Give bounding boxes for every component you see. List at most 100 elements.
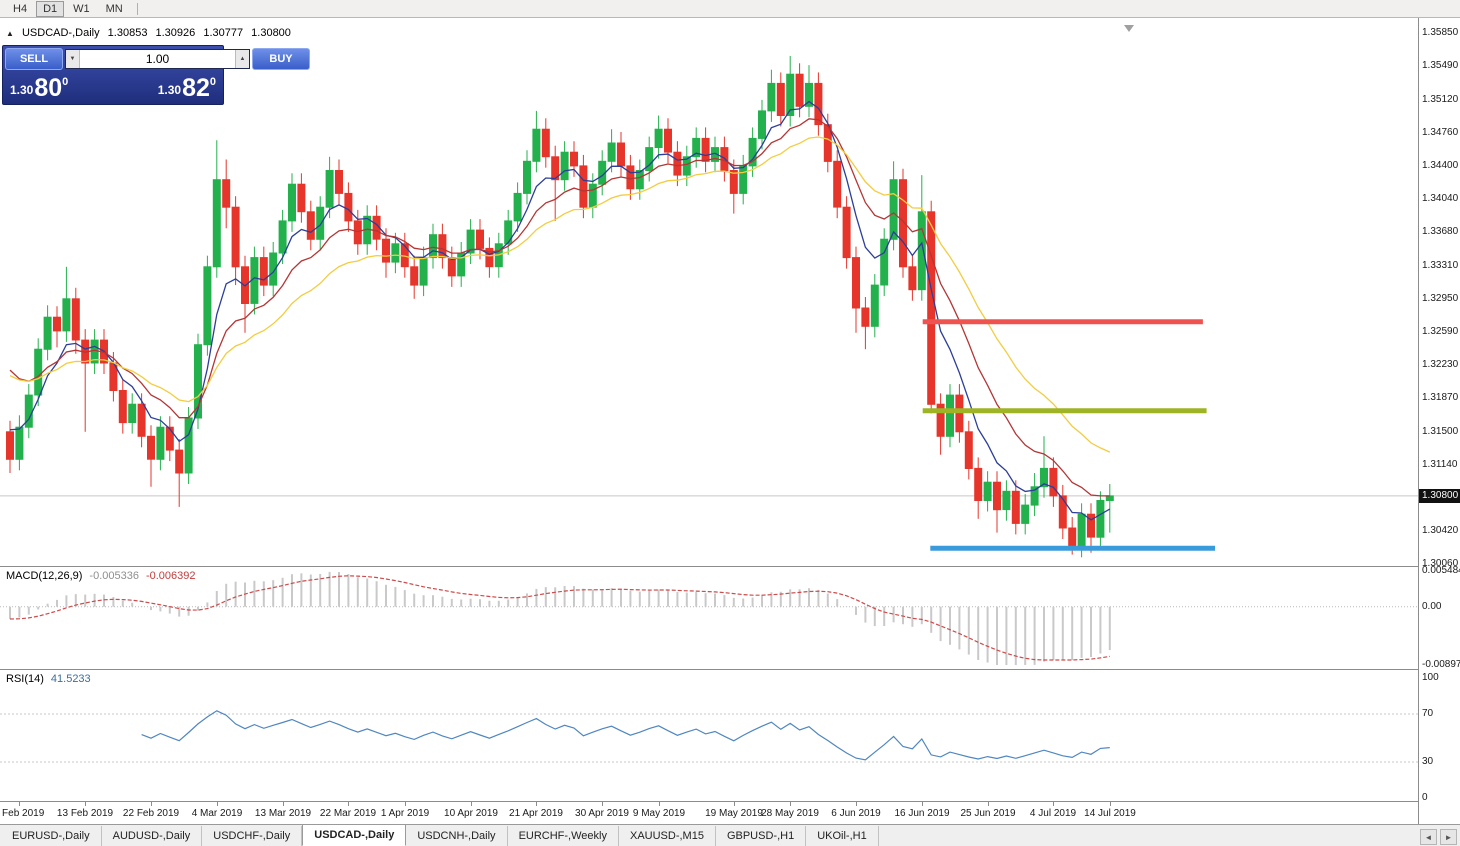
date-label: 4 Jul 2019 (1029, 808, 1077, 819)
volume-input[interactable] (80, 51, 235, 67)
ma-fast-blue[interactable] (9, 100, 1111, 521)
chart-tab[interactable]: GBPUSD-,H1 (716, 826, 807, 846)
price-chart-canvas[interactable] (0, 18, 1418, 566)
date-label: 22 Mar 2019 (319, 808, 377, 819)
rsi-tick: 0 (1422, 792, 1428, 803)
date-label: 1 Apr 2019 (380, 808, 430, 819)
ohlc-open: 1.30853 (107, 27, 148, 39)
price-tick: 1.31870 (1422, 392, 1459, 403)
date-tick-mark (856, 802, 857, 806)
date-tick-mark (734, 802, 735, 806)
volume-control: ▼ ▲ (65, 49, 250, 69)
price-tick: 1.33310 (1422, 260, 1459, 271)
bid-price: 1.30 80 0 (10, 74, 69, 102)
macd-signal-line (9, 575, 1110, 661)
chart-shift-marker[interactable] (1124, 25, 1134, 32)
price-tick: 1.30060 (1422, 558, 1459, 569)
rsi-label: RSI(14) 41.5233 (6, 673, 91, 685)
rsi-value: 41.5233 (50, 673, 91, 685)
chart-tab[interactable]: USDCHF-,Daily (202, 826, 303, 846)
price-tick: 1.35490 (1422, 60, 1459, 71)
chart-tab[interactable]: USDCNH-,Daily (406, 826, 508, 846)
price-axis[interactable]: 1.35850 1.35490 1.35120 1.34760 1.34400 1.340… (1418, 18, 1460, 824)
date-label: 28 May 2019 (761, 808, 819, 819)
macd-canvas[interactable] (0, 567, 1418, 669)
macd-tick: -0.008973 (1422, 659, 1460, 670)
volume-decrease-icon[interactable]: ▼ (66, 50, 80, 68)
date-tick-mark (1110, 802, 1111, 806)
candles (6, 55, 1114, 558)
ohlc-high: 1.30926 (155, 27, 196, 39)
price-tick: 1.35120 (1422, 94, 1459, 105)
chart-area: ▲ USDCAD-,Daily 1.30853 1.30926 1.30777 … (0, 18, 1460, 824)
sell-button[interactable]: SELL (5, 48, 63, 70)
date-tick-mark (988, 802, 989, 806)
rsi-tick: 30 (1422, 756, 1434, 767)
tab-navigation: ◄ ► (1420, 829, 1457, 845)
timeframe-w1-button[interactable]: W1 (73, 2, 90, 15)
date-tick-mark (151, 802, 152, 806)
date-label: 25 Jun 2019 (960, 808, 1016, 819)
chart-tab[interactable]: EURCHF-,Weekly (508, 826, 619, 846)
macd-label: MACD(12,26,9) -0.005336 -0.006392 (6, 570, 196, 582)
macd-value: -0.005336 (89, 570, 139, 582)
date-tick-mark (19, 802, 20, 806)
date-tick-mark (602, 802, 603, 806)
ask-price: 1.30 82 0 (157, 74, 216, 102)
macd-indicator-pane: MACD(12,26,9) -0.005336 -0.006392 (0, 567, 1418, 670)
price-tick: 1.30420 (1422, 525, 1459, 536)
rsi-tick: 70 (1422, 708, 1434, 719)
rsi-line (141, 710, 1110, 761)
chart-tab[interactable]: UKOil-,H1 (806, 826, 879, 846)
macd-tick: 0.00 (1422, 601, 1442, 612)
date-tick-mark (348, 802, 349, 806)
date-tick-mark (217, 802, 218, 806)
one-click-trading-panel: SELL ▼ ▲ BUY 1.30 80 0 1.30 (2, 45, 310, 105)
date-axis[interactable]: 4 Feb 2019 13 Feb 2019 22 Feb 2019 4 Mar 20… (0, 802, 1418, 824)
date-tick-mark (790, 802, 791, 806)
chart-tab[interactable]: USDCAD-,Daily (302, 824, 407, 846)
date-label: 4 Mar 2019 (191, 808, 243, 819)
current-price-badge: 1.30800 (1419, 489, 1460, 503)
date-tick-mark (283, 802, 284, 806)
date-label: 22 Feb 2019 (122, 808, 180, 819)
ohlc-low: 1.30777 (203, 27, 244, 39)
date-label: 4 Feb 2019 (0, 808, 45, 819)
toolbar-divider (136, 2, 138, 15)
macd-tick: 0.005484 (1422, 565, 1460, 576)
ohlc-close: 1.30800 (251, 27, 291, 39)
date-label: 21 Apr 2019 (509, 808, 563, 819)
date-label: 10 Apr 2019 (444, 808, 498, 819)
chart-tabbar: EURUSD-,Daily AUDUSD-,Daily USDCHF-,Daily U… (0, 824, 1460, 846)
rsi-indicator-pane: RSI(14) 41.5233 (0, 670, 1418, 802)
price-tick: 1.34760 (1422, 127, 1459, 138)
date-label: 13 Mar 2019 (254, 808, 312, 819)
date-tick-mark (405, 802, 406, 806)
tab-scroll-left-icon[interactable]: ◄ (1420, 829, 1437, 845)
volume-increase-icon[interactable]: ▲ (235, 50, 249, 68)
timeframe-h4-button[interactable]: H4 (13, 2, 28, 15)
date-label: 9 May 2019 (632, 808, 686, 819)
price-tick: 1.35850 (1422, 27, 1459, 38)
chart-tab[interactable]: AUDUSD-,Daily (102, 826, 203, 846)
rsi-canvas[interactable] (0, 670, 1418, 801)
macd-histogram (9, 571, 1111, 665)
one-click-toggle-icon[interactable]: ▲ (6, 29, 14, 38)
price-tick: 1.32590 (1422, 326, 1459, 337)
main-chart-pane: ▲ USDCAD-,Daily 1.30853 1.30926 1.30777 … (0, 18, 1418, 567)
date-label: 16 Jun 2019 (894, 808, 950, 819)
chart-tab[interactable]: EURUSD-,Daily (1, 826, 102, 846)
buy-button[interactable]: BUY (252, 48, 310, 70)
date-label: 19 May 2019 (705, 808, 763, 819)
tab-scroll-right-icon[interactable]: ► (1440, 829, 1457, 845)
ma-slow-yellow[interactable] (9, 136, 1111, 453)
timeframe-mn-button[interactable]: MN (105, 2, 123, 15)
macd-signal-value: -0.006392 (145, 570, 196, 582)
chart-tab[interactable]: XAUUSD-,M15 (619, 826, 716, 846)
date-tick-mark (471, 802, 472, 806)
rsi-tick: 100 (1422, 672, 1439, 683)
timeframe-d1-button[interactable]: D1 (36, 0, 65, 17)
price-tick: 1.31140 (1422, 459, 1458, 470)
ma-mid-red[interactable] (9, 118, 1110, 497)
date-label: 30 Apr 2019 (575, 808, 629, 819)
